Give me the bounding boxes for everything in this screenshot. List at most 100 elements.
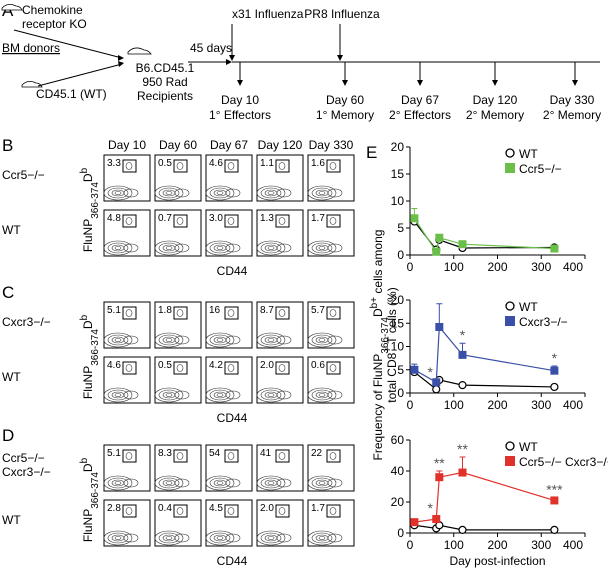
timepoint-label: Day 67: [401, 93, 439, 107]
flow-plot: [154, 444, 202, 492]
flow-plot: [103, 154, 151, 202]
contour: [311, 187, 333, 199]
contour: [174, 390, 190, 400]
row-label: WT: [2, 223, 21, 237]
significance: **: [457, 441, 468, 457]
gate: [275, 214, 290, 228]
contour: [176, 309, 184, 317]
significance: ***: [546, 481, 563, 497]
legend-swatch: [505, 301, 515, 311]
x-tick-label: 400: [563, 260, 583, 274]
contour: [327, 478, 343, 488]
contour: [125, 507, 133, 515]
flow-y-label: FluNP366-374Db: [79, 314, 101, 399]
donor-text: Chemokine: [22, 3, 83, 17]
gate: [224, 214, 239, 228]
contour: [125, 217, 133, 225]
contour: [278, 309, 286, 317]
contour: [107, 389, 129, 401]
data-point: [432, 247, 441, 256]
significance: **: [434, 455, 445, 471]
gate-frequency: 1.7: [311, 213, 325, 224]
contour: [311, 334, 333, 346]
contour: [216, 338, 224, 342]
y-tick-label: 20: [391, 140, 405, 154]
gate: [275, 504, 290, 518]
data-point: [458, 350, 467, 359]
contour: [311, 242, 333, 254]
contour: [267, 393, 275, 397]
gate-frequency: 1.7: [311, 503, 325, 514]
contour: [114, 536, 122, 540]
data-point: [458, 525, 467, 535]
flow-plot: [154, 301, 202, 349]
flow-plot: [256, 444, 304, 492]
day-header: Day 10: [108, 138, 146, 152]
gate: [275, 449, 290, 463]
contour: [327, 188, 343, 198]
contour: [123, 335, 139, 345]
contour: [267, 536, 275, 540]
contour: [225, 533, 241, 543]
contour: [154, 332, 184, 348]
contour: [329, 364, 337, 372]
contour: [107, 187, 129, 199]
contour: [311, 389, 333, 401]
contour: [174, 533, 190, 543]
flow-plot: [307, 499, 355, 547]
y-label-part: FluNP: [81, 219, 95, 252]
timepoint-label: 2° Effectors: [389, 108, 451, 122]
contour: [123, 243, 139, 253]
contour: [256, 332, 286, 348]
x-tick-label: 400: [563, 538, 583, 552]
gate-frequency: 0.7: [158, 213, 172, 224]
contour: [209, 242, 231, 254]
significance: *: [460, 327, 466, 343]
contour: [158, 477, 180, 489]
x-tick-label: 200: [487, 260, 507, 274]
contour: [123, 478, 139, 488]
contour: [260, 242, 282, 254]
contour: [225, 390, 241, 400]
flow-x-label: CD44: [217, 264, 248, 278]
contour: [256, 530, 286, 546]
y-label-part: 366-374: [380, 317, 391, 354]
gate: [122, 361, 137, 375]
contour: [123, 390, 139, 400]
contour: [165, 393, 173, 397]
row-label: Ccr5−/−: [2, 168, 45, 182]
contour: [107, 242, 129, 254]
contour: [329, 452, 337, 460]
contour: [307, 475, 337, 491]
y-tick-label: 10: [391, 340, 405, 354]
timepoint-label: 2° Memory: [466, 108, 524, 122]
data-point: [410, 365, 419, 374]
contour: [225, 188, 241, 198]
panel-label: B: [2, 136, 13, 155]
contour: [260, 532, 282, 544]
gate-frequency: 5.1: [107, 305, 121, 316]
donor-text: CD45.1 (WT): [36, 87, 107, 101]
contour: [227, 162, 235, 170]
flow-plot: [154, 209, 202, 257]
gate-frequency: 54: [209, 448, 221, 459]
contour: [278, 162, 286, 170]
gate-frequency: 4.6: [209, 158, 223, 169]
y-label-part: D: [81, 320, 95, 329]
contour: [125, 162, 133, 170]
gate-frequency: 8.3: [158, 448, 172, 459]
contour: [174, 478, 190, 488]
flow-plot: [205, 356, 253, 404]
contour: [318, 338, 326, 342]
gate-frequency: 41: [260, 448, 272, 459]
contour: [174, 335, 190, 345]
contour: [114, 246, 122, 250]
flow-plot: [103, 444, 151, 492]
contour: [158, 334, 180, 346]
y-label-part: 366-374: [90, 182, 101, 219]
y-label-part: cells among: [371, 230, 385, 297]
legend-swatch: [505, 441, 515, 451]
contour: [209, 532, 231, 544]
flow-x-label: CD44: [217, 411, 248, 425]
